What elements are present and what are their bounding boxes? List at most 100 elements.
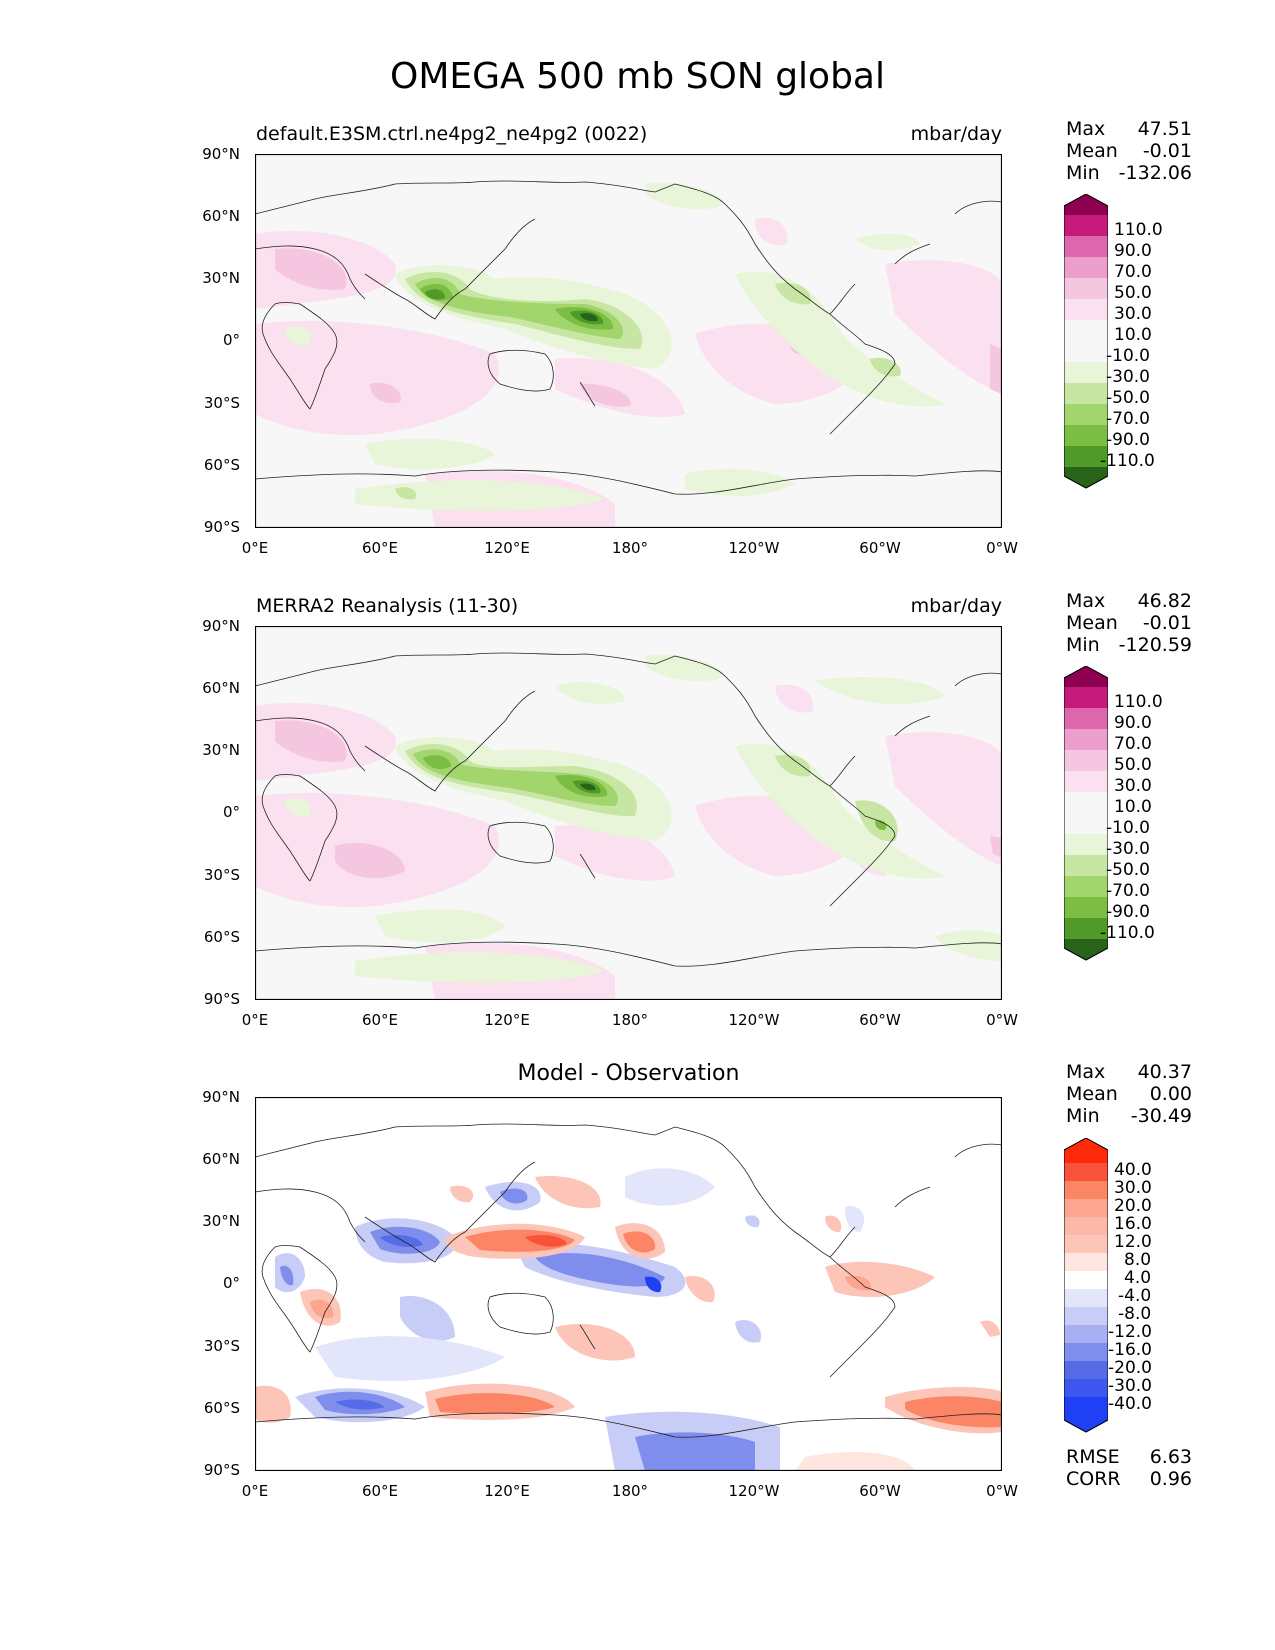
panel-1-lon-tick-0: 0°E [241, 539, 269, 557]
panel-2-colorbar-seg-1 [1064, 708, 1108, 729]
panel-2-negative-region-north-atlantic [815, 676, 945, 705]
panel-3-corr-label: CORR [1066, 1468, 1121, 1490]
panel-3-negative-region-maritime-l2 [535, 1253, 665, 1287]
panel-3-cb-label-3: 16.0 [1114, 1214, 1152, 1234]
panel-1-negative-region-spot [395, 487, 416, 500]
panel-1-title-right: mbar/day [910, 123, 1002, 145]
panel-2-cb-label-8: -50.0 [1106, 860, 1150, 880]
panel-2-lon-tick-3: 180° [611, 1011, 649, 1029]
panel-2-negative-region-convection-l4 [423, 755, 608, 798]
panel-1-title-left: default.E3SM.ctrl.ne4pg2_ne4pg2 (0022) [256, 123, 648, 145]
panel-3-lon-tick-3: 180° [611, 1482, 649, 1500]
panel-1-cb-label-4: 30.0 [1114, 304, 1152, 324]
panel-2-cb-label-10: -90.0 [1106, 902, 1150, 922]
panel-3-negative-region-indian-ocean [400, 1296, 455, 1341]
panel-3-colorbar-seg-12 [1064, 1379, 1108, 1397]
panel-1-lat-tick-3: 0° [222, 331, 240, 349]
panel-3-negative-region-africa-l2 [280, 1265, 294, 1286]
panel-1-negative-region-americas-l2 [775, 282, 901, 377]
panel-2-positive-region-spot-a [335, 842, 405, 879]
panel-2-stat-min-label: Min [1066, 634, 1100, 656]
panel-1-positive-region-north-pacific [755, 217, 788, 246]
panel-3-cb-label-7: -4.0 [1118, 1286, 1152, 1306]
panel-3-cb-label-1: 30.0 [1114, 1178, 1152, 1198]
panel-2-title-left: MERRA2 Reanalysis (11-30) [256, 595, 519, 617]
panel-3-colorbar-seg-0 [1064, 1163, 1108, 1181]
panel-1-lat-tick-2: 30°N [202, 269, 240, 287]
panel-3-positive-region-southern-c-l2 [905, 1396, 1002, 1428]
panel-3-negative-region-india-core [380, 1234, 423, 1247]
panel-3-positive-region-southern-a [255, 1385, 291, 1423]
panel-2-lon-tick-6: 0°W [986, 1011, 1018, 1029]
panel-3-colorbar-seg-9 [1064, 1325, 1108, 1343]
panel-3-lat-tick-2: 30°N [202, 1212, 240, 1230]
panel-3-lat-tick-4: 30°S [203, 1337, 240, 1355]
panel-3-colorbar-seg-4 [1064, 1235, 1108, 1253]
panel-2-map [255, 626, 1002, 1000]
panel-3-negative-region-spot-a [735, 1319, 761, 1343]
panel-2-cb-label-1: 90.0 [1114, 713, 1152, 733]
panel-2-negative-region-americas-l2 [775, 754, 898, 842]
panel-3-stat-mean-label: Mean [1066, 1083, 1118, 1105]
panel-2-cb-label-9: -70.0 [1106, 881, 1150, 901]
panel-3-positive-region-tasman [555, 1323, 635, 1361]
panel-3-stat-max-label: Max [1066, 1061, 1106, 1083]
panel-3-colorbar-top-arrow [1064, 1138, 1108, 1163]
panel-3-stat-min-value: -30.49 [1130, 1105, 1192, 1127]
panel-1-positive-region-indian-ocean [255, 320, 499, 435]
panel-3-negative-region-maritime-core [645, 1276, 662, 1293]
panel-3-cb-label-9: -12.0 [1108, 1322, 1152, 1342]
panel-3-lat-tick-5: 60°S [203, 1399, 240, 1417]
panel-3-positive-region-west-pacific-core [525, 1234, 567, 1247]
panel-3-negative-region-southern-a-core [335, 1399, 385, 1410]
panel-2-lon-tick-4: 120°W [728, 1011, 780, 1029]
panel-3-rmse-label: RMSE [1066, 1446, 1120, 1468]
panel-1-stat-max-value: 47.51 [1137, 118, 1192, 140]
panel-1-negative-region-convection-l5 [425, 289, 604, 325]
panel-3-cb-label-13: -40.0 [1108, 1394, 1152, 1414]
panel-1-colorbar-seg-0 [1064, 215, 1108, 236]
panel-3-frame [255, 1097, 1002, 1471]
panel-2-negative-region-southern-a [375, 909, 505, 943]
panel-3-colorbar-seg-5 [1064, 1253, 1108, 1271]
panel-1-colorbar-top-arrow [1064, 194, 1108, 215]
panel-3-colorbar-seg-8 [1064, 1307, 1108, 1325]
panel-2-lat-tick-3: 0° [222, 803, 240, 821]
panel-2-positive-region-north-pacific [775, 684, 814, 713]
panel-2-colorbar-seg-4 [1064, 771, 1108, 792]
panel-2-colorbar-seg-7 [1064, 834, 1108, 855]
panel-1-colorbar-bottom-arrow [1064, 467, 1108, 488]
panel-1-negative-region-core [580, 313, 598, 322]
panel-1-negative-region-americas [735, 271, 945, 407]
panel-1-lon-tick-2: 120°E [484, 539, 530, 557]
panel-1-negative-region-convection-l3 [415, 277, 624, 339]
panel-1-lat-tick-0: 90°N [202, 145, 240, 163]
panel-1-lat-tick-1: 60°N [202, 207, 240, 225]
panel-2-colorbar-seg-6 [1064, 813, 1108, 834]
panel-2-negative-region-north-pacific [555, 681, 625, 705]
panel-2-cb-label-11: -110.0 [1100, 923, 1155, 943]
panel-3-cb-label-4: 12.0 [1114, 1232, 1152, 1252]
panel-1-colorbar-seg-4 [1064, 299, 1108, 320]
panel-1-colorbar-seg-9 [1064, 404, 1108, 425]
panel-3-title: Model - Observation [517, 1061, 740, 1086]
panel-1-negative-region-arctic [645, 182, 725, 210]
panel-1-colorbar [1064, 194, 1108, 489]
panel-2-positive-region-south-pacific [555, 825, 675, 881]
panel-2-lat-tick-0: 90°N [202, 617, 240, 635]
panel-1-cb-label-10: -90.0 [1106, 430, 1150, 450]
panel-1-negative-region-southern-a [365, 438, 495, 470]
panel-3-lon-tick-4: 120°W [728, 1482, 780, 1500]
panel-3-colorbar-seg-6 [1064, 1271, 1108, 1289]
panel-3-stat-max-value: 40.37 [1137, 1061, 1192, 1083]
panel-3-colorbar-seg-3 [1064, 1217, 1108, 1235]
panel-3-cb-label-6: 4.0 [1124, 1268, 1152, 1288]
panel-3-negative-region-south-indian [315, 1336, 505, 1381]
panel-1-lon-tick-5: 60°W [859, 539, 901, 557]
panel-3-negative-region-spot-c [745, 1215, 760, 1228]
panel-3-cb-label-10: -16.0 [1108, 1340, 1152, 1360]
panel-1-stat-mean-label: Mean [1066, 140, 1118, 162]
panel-2-lat-tick-6: 90°S [203, 990, 240, 1008]
panel-3-colorbar-seg-11 [1064, 1361, 1108, 1379]
panel-2-lon-tick-2: 120°E [484, 1011, 530, 1029]
